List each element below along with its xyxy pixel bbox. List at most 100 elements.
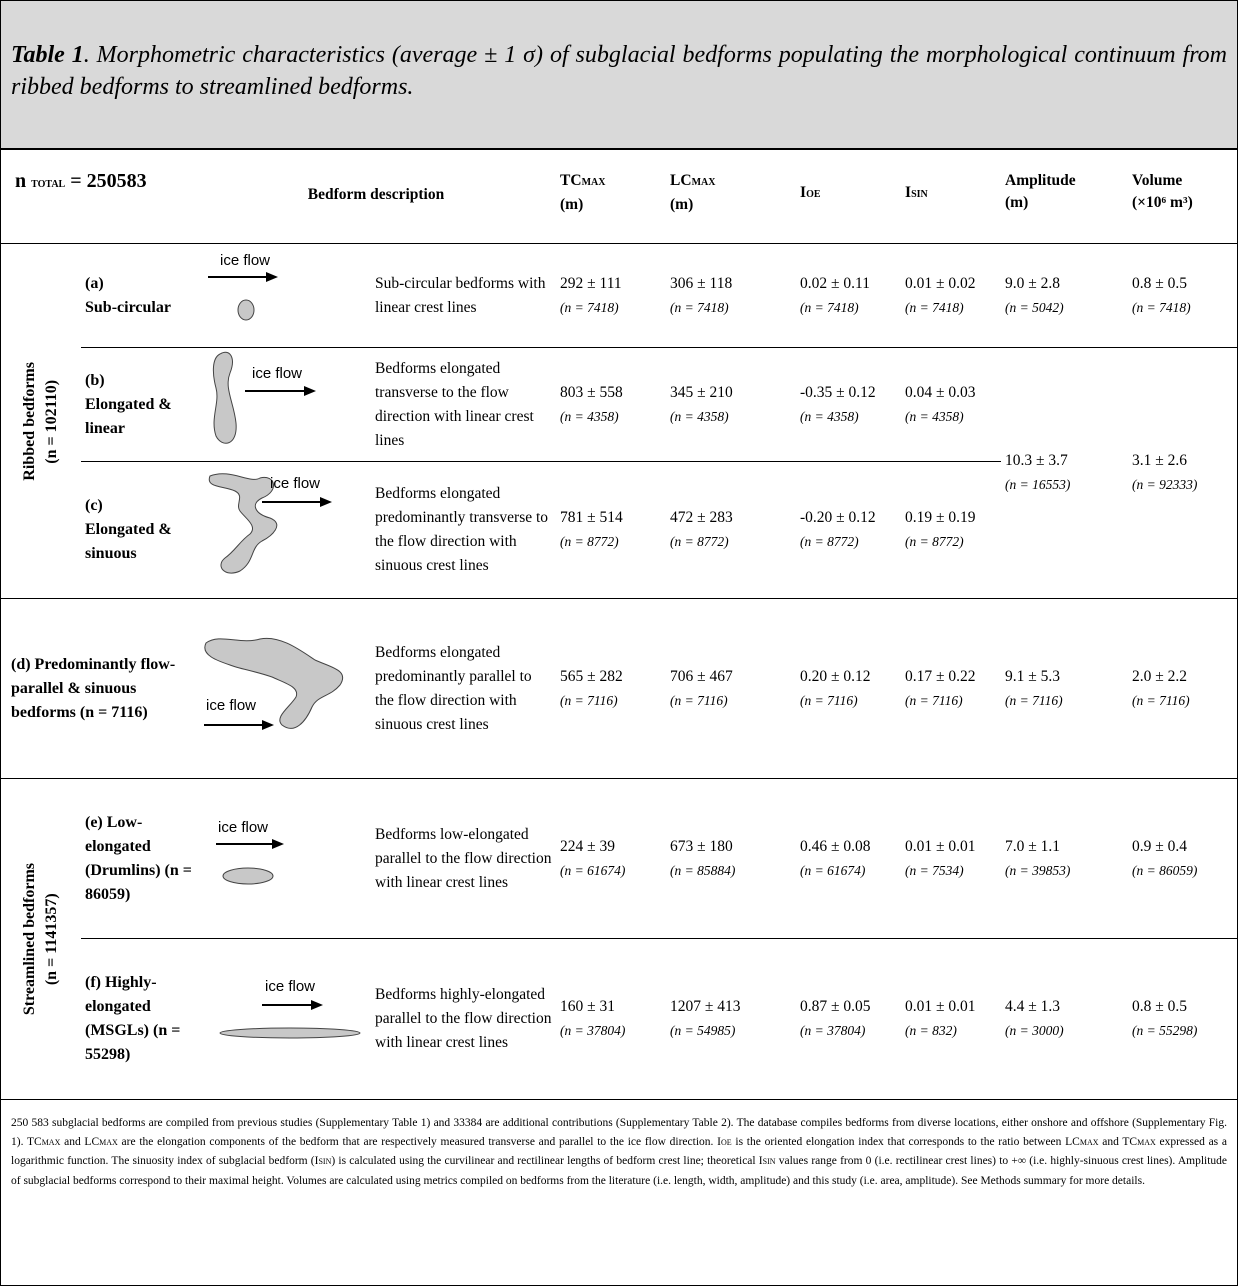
description: Bedforms elongated predominantly paralle… [371, 598, 557, 779]
value-cell: 803 ± 558 (n = 4358) [556, 347, 667, 462]
bedform-name: (a) Sub-circular [81, 243, 196, 348]
value: 292 ± 111 [560, 274, 622, 292]
row: (c) Elongated & sinuous ice flow Bedforms… [1, 461, 1237, 599]
value-cell: 0.04 ± 0.03 (n = 4358) [901, 347, 1002, 462]
value-cell: 9.0 ± 2.8 (n = 5042) [1001, 243, 1129, 348]
count: (n = 37804) [800, 1023, 866, 1038]
table: n TOTAL = 250583 Bedform description TCM… [1, 149, 1237, 1100]
icon-svg: ice flow [219, 978, 361, 1039]
arrowhead [304, 386, 316, 396]
count: (n = 832) [905, 1023, 957, 1038]
count: (n = 7418) [905, 299, 964, 315]
value: 0.01 ± 0.02 [905, 274, 976, 292]
icon-label: ice flow [265, 978, 315, 995]
value: 0.8 ± 0.5 [1132, 998, 1188, 1015]
count: (n = 4358) [800, 408, 859, 424]
value-cell: 345 ± 210 (n = 4358) [666, 347, 797, 462]
description: Bedforms low-elongated parallel to the f… [371, 778, 557, 939]
icon-label: ice flow [270, 475, 320, 492]
value-cell: 706 ± 467 (n = 7116) [666, 598, 797, 779]
value: 706 ± 467 [670, 667, 733, 685]
group-label: Ribbed bedforms (n = 102110) [1, 243, 81, 599]
shape [219, 1027, 361, 1039]
value: 0.04 ± 0.03 [905, 383, 976, 401]
description: Bedforms elongated predominantly transve… [371, 461, 557, 599]
value-cell: -0.20 ± 0.12 (n = 8772) [796, 461, 902, 599]
value-cell: 0.19 ± 0.19 (n = 8772) [901, 461, 1002, 599]
count: (n = 7116) [905, 692, 963, 708]
value-cell: 565 ± 282 (n = 7116) [556, 598, 667, 779]
row: (b) Elongated & linear ice flow Bedforms … [1, 347, 1237, 599]
col-header: Amplitude (m) [1001, 149, 1129, 244]
t: Amplitude [1005, 172, 1076, 189]
value: 673 ± 180 [670, 837, 733, 855]
value: -0.35 ± 0.12 [800, 383, 876, 401]
icon-svg: ice flow [208, 252, 278, 320]
count: (n = 16553) [1005, 477, 1071, 492]
count: (n = 8772) [800, 534, 859, 549]
value: 3.1 ± 2.6 [1132, 452, 1188, 469]
value: 0.02 ± 0.11 [800, 274, 870, 292]
bedform-name: (e) Low-elongated (Drumlins) (n = 86059) [81, 778, 196, 939]
t: I [800, 184, 807, 201]
value-cell: 292 ± 111 (n = 7418) [556, 243, 667, 348]
arrowhead [311, 1000, 323, 1010]
count: (n = 5042) [1005, 299, 1064, 315]
value: 0.17 ± 0.22 [905, 667, 976, 685]
footnote-sub: SIN [762, 1157, 776, 1166]
count: (n = 4358) [560, 408, 619, 424]
value: 160 ± 31 [560, 998, 616, 1015]
icon-label: ice flow [206, 697, 256, 714]
count: (n = 7116) [560, 692, 618, 708]
t: TC [560, 172, 582, 189]
arrowhead [262, 719, 274, 730]
value: 472 ± 283 [670, 509, 733, 526]
t: LC [670, 172, 692, 189]
t: n [15, 170, 27, 192]
value: 224 ± 39 [560, 837, 616, 855]
t: = 250583 [65, 170, 147, 192]
t: Volume [1132, 172, 1183, 189]
value: 345 ± 210 [670, 383, 733, 401]
n-total: n TOTAL = 250583 [1, 149, 196, 244]
value-cell: 10.3 ± 3.7 (n = 16553) [1001, 347, 1129, 599]
count: (n = 7116) [800, 692, 858, 708]
value: 2.0 ± 2.2 [1132, 667, 1188, 685]
value-cell: 0.17 ± 0.22 (n = 7116) [901, 598, 1002, 779]
arrowhead [320, 497, 332, 507]
value-cell: 0.01 ± 0.01 (n = 832) [901, 938, 1002, 1100]
t: MAX [691, 177, 716, 188]
value: 9.0 ± 2.8 [1005, 274, 1061, 292]
col-header: ISIN [901, 149, 1002, 244]
value: 0.46 ± 0.08 [800, 837, 871, 855]
footnote-sub: MAX [1079, 1137, 1099, 1147]
value-cell: 7.0 ± 1.1 (n = 39853) [1001, 778, 1129, 939]
t: (a) [85, 274, 104, 292]
value: 9.1 ± 5.3 [1005, 667, 1061, 685]
value: 803 ± 558 [560, 383, 623, 401]
caption-text: . Morphometric characteristics (average … [11, 42, 1227, 100]
t: (n = 102110) [43, 379, 60, 463]
bedform-name: (b) Elongated & linear [81, 347, 196, 462]
icon: ice flow [196, 778, 371, 939]
row: (f) Highly-elongated (MSGLs) (n = 55298)… [1, 938, 1237, 1100]
count: (n = 7116) [1005, 692, 1063, 708]
value: 565 ± 282 [560, 667, 623, 685]
bedform-name: (c) Elongated & sinuous [81, 461, 196, 599]
caption-label: Table 1 [11, 42, 84, 68]
footnote-text: and LC [60, 1135, 100, 1148]
footnote-text: ) is calculated using the curvilinear an… [331, 1155, 763, 1167]
shape [208, 473, 278, 574]
value-cell: 160 ± 31 (n = 37804) [556, 938, 667, 1100]
value-cell: 0.8 ± 0.5 (n = 55298) [1128, 938, 1237, 1100]
count: (n = 3000) [1005, 1023, 1064, 1038]
count: (n = 7418) [800, 299, 859, 315]
col-header: LCMAX (m) [666, 149, 797, 244]
value-cell: 1207 ± 413 (n = 54985) [666, 938, 797, 1100]
footnote-sub: OE [720, 1137, 732, 1147]
t: Elongated & sinuous [85, 521, 172, 562]
t: OE [806, 189, 821, 200]
t: (m) [1005, 194, 1029, 211]
footnote: 250 583 subglacial bedforms are compiled… [1, 1100, 1237, 1204]
